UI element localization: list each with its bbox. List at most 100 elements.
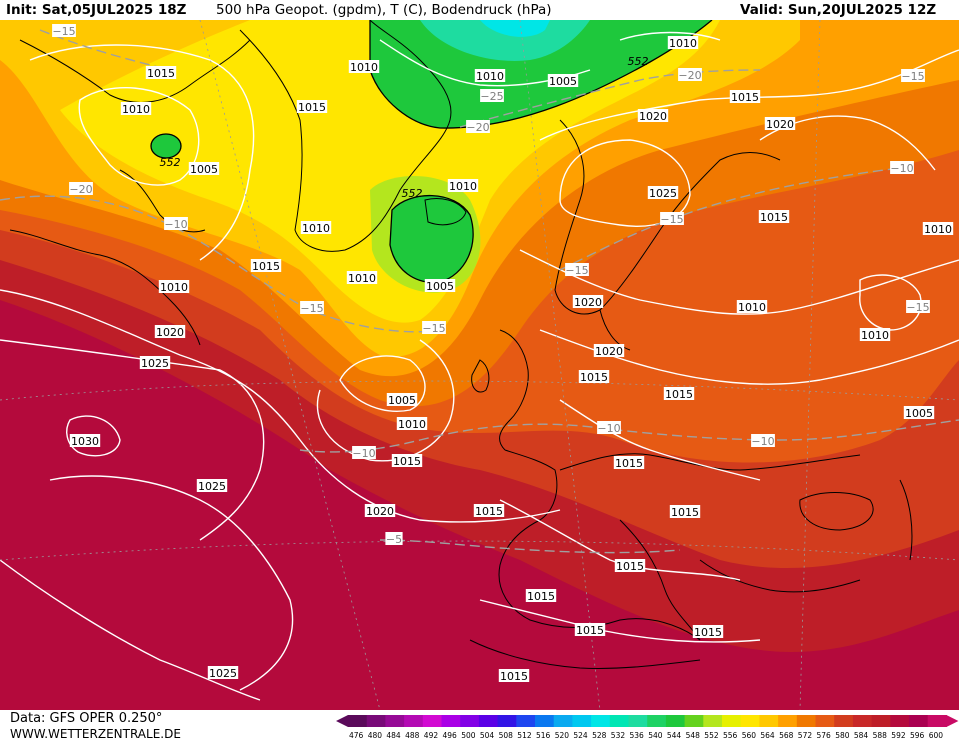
scale-value: 568 <box>779 731 794 740</box>
isobar-label-box <box>667 36 699 49</box>
scale-swatch <box>871 715 891 727</box>
temperature-label-box <box>352 446 376 459</box>
temperature-label-box <box>890 161 914 174</box>
isobar-label-text: 1010 <box>449 180 477 193</box>
isobar-label-box <box>250 259 282 272</box>
scale-swatch <box>890 715 910 727</box>
isobar-label: 1015 <box>692 625 724 639</box>
scale-swatch <box>366 715 386 727</box>
isobar-label-text: 1005 <box>549 75 577 88</box>
scale-arrow-left <box>336 715 348 727</box>
isobar-label: 1015 <box>145 66 177 80</box>
scale-value: 572 <box>798 731 813 740</box>
isobar-label-box <box>154 325 186 338</box>
scale-swatch <box>553 715 573 727</box>
data-source: Data: GFS OPER 0.250° <box>10 711 163 726</box>
scale-swatch <box>572 715 592 727</box>
isobar-label: 1010 <box>859 328 891 342</box>
isobar-label: 1005 <box>188 162 220 176</box>
isobar-label: 1025 <box>207 666 239 680</box>
temperature-label: −20 <box>678 68 702 82</box>
scale-swatch <box>441 715 461 727</box>
temperature-label-box <box>901 69 925 82</box>
isobar-label: 1015 <box>498 669 530 683</box>
geopotential-label: 552 <box>160 156 181 169</box>
temperature-label-box <box>480 89 504 102</box>
isobar-label: 1025 <box>647 186 679 200</box>
isobar-label: 1020 <box>637 109 669 123</box>
isobar-label-box <box>547 74 579 87</box>
weather-map: 1015 1010 1005 1010 1015 1010 1005 1010 1015 1020… <box>0 20 959 710</box>
temperature-label-box <box>565 263 589 276</box>
isobar-label: 1025 <box>196 479 228 493</box>
scale-value: 584 <box>854 731 869 740</box>
geopotential-label: 552 <box>402 187 423 200</box>
scale-value: 524 <box>573 731 588 740</box>
scale-value: 552 <box>704 731 719 740</box>
isobar-label: 1020 <box>593 344 625 358</box>
scale-swatch <box>759 715 779 727</box>
temperature-label: −10 <box>352 446 376 460</box>
isobar-label-text: 1010 <box>348 272 376 285</box>
temperature-label-box <box>751 434 775 447</box>
scale-value: 600 <box>929 731 944 740</box>
isobar-label-box <box>637 109 669 122</box>
temperature-label-text: −15 <box>422 322 445 335</box>
isobar-label-text: 1010 <box>160 281 188 294</box>
isobar-label-box <box>473 504 505 517</box>
temperature-label: −10 <box>597 421 621 435</box>
contour-552-center <box>389 194 474 283</box>
scale-value: 500 <box>461 731 476 740</box>
scale-value: 588 <box>873 731 888 740</box>
temperature-label: −15 <box>422 321 446 335</box>
isobar-label: 1015 <box>614 559 646 573</box>
website-link: WWW.WETTERZENTRALE.DE <box>10 727 181 741</box>
scale-value: 528 <box>592 731 607 740</box>
scale-value: 556 <box>723 731 738 740</box>
temperature-label: −15 <box>52 24 76 38</box>
temperature-label-text: −5 <box>386 533 402 546</box>
scale-swatch <box>927 715 947 727</box>
isobar-label-text: 1010 <box>924 223 952 236</box>
isobar-label-box <box>736 300 768 313</box>
scale-value: 480 <box>368 731 383 740</box>
isobar-label-text: 1015 <box>760 211 788 224</box>
scale-swatch <box>609 715 629 727</box>
isobar-label-text: 1015 <box>671 506 699 519</box>
temperature-label: −20 <box>69 182 93 196</box>
scale-value: 540 <box>648 731 663 740</box>
temperature-label: −15 <box>901 69 925 83</box>
isobar-label-box <box>663 387 695 400</box>
scale-arrow-right <box>946 715 959 727</box>
isobar-label-box <box>296 100 328 113</box>
footer: Data: GFS OPER 0.250° WWW.WETTERZENTRALE… <box>0 710 959 741</box>
temperature-label: −15 <box>660 212 684 226</box>
isobar-label-box <box>139 356 171 369</box>
isobar-label-text: 1005 <box>426 280 454 293</box>
valid-time: Valid: Sun,20JUL2025 12Z <box>740 2 937 18</box>
geopotential-label: 552 <box>628 55 649 68</box>
isobar-label-text: 1015 <box>576 624 604 637</box>
chart-title: 500 hPa Geopot. (gpdm), T (C), Bodendruc… <box>216 2 552 18</box>
isobar-label-box <box>593 344 625 357</box>
isobar-label: 1020 <box>364 504 396 518</box>
isobar-label-box <box>764 117 796 130</box>
isobar-label-text: 1015 <box>665 388 693 401</box>
temperature-label-box <box>300 301 324 314</box>
scale-value: 484 <box>386 731 401 740</box>
isobar-label-box <box>188 162 220 175</box>
isobar-label-box <box>613 456 645 469</box>
isobar-label-box <box>903 406 935 419</box>
temperature-label: −15 <box>300 301 324 315</box>
isobar-label: 1015 <box>574 623 606 637</box>
temperature-label: −10 <box>164 217 188 231</box>
temperature-label: −10 <box>751 434 775 448</box>
header-bar: Init: Sat,05JUL2025 18Z 500 hPa Geopot. … <box>0 0 959 20</box>
isobar-label-box <box>859 328 891 341</box>
scale-value: 476 <box>349 731 364 740</box>
scale-value: 592 <box>891 731 906 740</box>
temperature-label-text: −10 <box>890 162 913 175</box>
isobar-label-text: 1010 <box>669 37 697 50</box>
isobar-label-box <box>574 623 606 636</box>
isobar-label-text: 1010 <box>398 418 426 431</box>
